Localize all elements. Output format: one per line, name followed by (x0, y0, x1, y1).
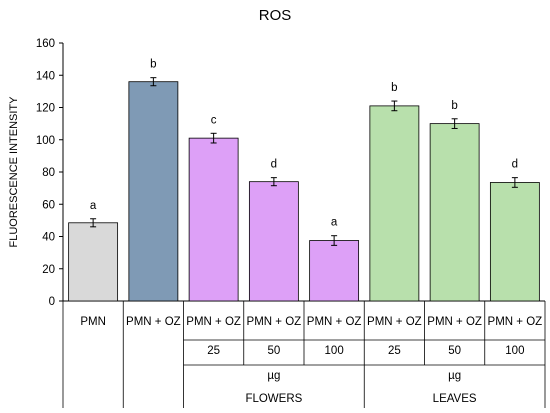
bar (188, 137, 239, 302)
bar (489, 182, 540, 302)
y-axis-label: FLUORESCENCE INTENSITY (8, 96, 20, 248)
bar (128, 81, 179, 302)
bar (248, 181, 299, 302)
bar (309, 240, 360, 302)
group-unit-label: µg (267, 370, 280, 382)
category-label: PMN (80, 316, 106, 328)
category-label: PMN + OZ (307, 316, 362, 328)
chart-title: ROS (259, 7, 292, 24)
y-tick-label: 100 (36, 135, 55, 147)
category-label: PMN + OZ (488, 316, 543, 328)
significance-letter: b (150, 59, 156, 71)
group-unit-label: µg (448, 370, 461, 382)
dose-label: 25 (388, 345, 401, 357)
category-label: PMN + OZ (247, 316, 302, 328)
group-label: FLOWERS (245, 393, 302, 405)
category-label: PMN + OZ (427, 316, 482, 328)
y-tick-label: 20 (42, 264, 55, 276)
significance-letter: a (331, 217, 338, 229)
significance-letter: d (512, 159, 518, 171)
significance-letter: b (451, 100, 457, 112)
dose-label: 100 (325, 345, 344, 357)
category-label: PMN + OZ (367, 316, 422, 328)
dose-label: 100 (505, 345, 524, 357)
dose-label: 25 (207, 345, 220, 357)
category-label: PMN + OZ (186, 316, 241, 328)
bars: a b c d a b b d (68, 59, 540, 302)
y-tick-label: 60 (42, 199, 55, 211)
significance-letter: b (391, 82, 397, 94)
y-tick-label: 40 (42, 232, 55, 244)
significance-letter: a (90, 200, 97, 212)
y-ticks: 0 20 40 60 80 100 120 140 160 (36, 38, 63, 308)
y-tick-label: 120 (36, 103, 55, 115)
group-label: LEAVES (433, 393, 477, 405)
bar (68, 222, 119, 302)
dose-label: 50 (267, 345, 280, 357)
y-tick-label: 140 (36, 70, 55, 82)
category-table: µg FLOWERS µg LEAVES PMN PMN + OZ PMN + OZ 25 PM… (62, 301, 546, 408)
category-label: PMN + OZ (126, 316, 181, 328)
y-tick-label: 0 (49, 296, 55, 308)
significance-letter: c (211, 114, 217, 126)
y-tick-label: 80 (42, 167, 55, 179)
bar (369, 105, 420, 302)
y-tick-label: 160 (36, 38, 55, 50)
significance-letter: d (271, 159, 277, 171)
dose-label: 50 (448, 345, 461, 357)
bar (429, 123, 480, 302)
